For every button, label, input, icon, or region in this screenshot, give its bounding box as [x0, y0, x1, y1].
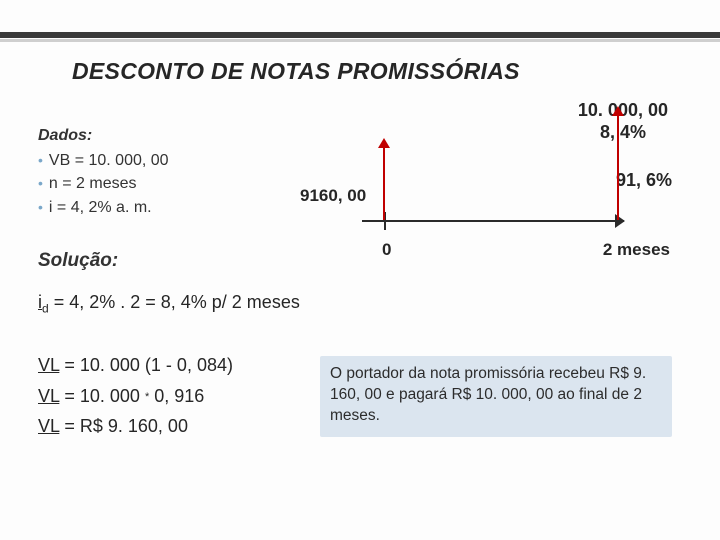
arrow-up-icon — [382, 138, 386, 220]
vl-txt: 0, 916 — [149, 386, 204, 406]
vl-line: VL = 10. 000 (1 - 0, 084) — [38, 350, 233, 381]
vl-txt: = 10. 000 (1 - 0, 084) — [59, 355, 233, 375]
vl-u: VL — [38, 386, 59, 406]
left-arrow-label: 9160, 00 — [300, 186, 366, 206]
vl-line: VL = R$ 9. 160, 00 — [38, 411, 233, 442]
axis-line — [362, 220, 624, 222]
vl-calculation: VL = 10. 000 (1 - 0, 084) VL = 10. 000 *… — [38, 350, 233, 442]
dados-item: • i = 4, 2% a. m. — [38, 196, 169, 219]
discount-percent: 8, 4% — [578, 122, 668, 144]
remain-percent: 91, 6% — [616, 170, 672, 191]
vl-u: VL — [38, 355, 59, 375]
equation-id: id = 4, 2% . 2 = 8, 4% p/ 2 meses — [38, 292, 300, 316]
vl-txt: = R$ 9. 160, 00 — [59, 416, 188, 436]
timeline-diagram: 9160, 00 — [292, 150, 624, 260]
dados-heading: Dados: — [38, 124, 169, 147]
arrow-up-icon — [616, 106, 620, 220]
header-bar — [0, 32, 720, 38]
axis-end-label: 2 meses — [603, 240, 670, 260]
bullet-icon: • — [38, 152, 43, 168]
vl-u: VL — [38, 416, 59, 436]
solution-heading: Solução: — [38, 250, 118, 272]
dados-text: VB = 10. 000, 00 — [49, 152, 169, 169]
dados-item: • VB = 10. 000, 00 — [38, 149, 169, 172]
bullet-icon: • — [38, 175, 43, 191]
dados-text: n = 2 meses — [49, 175, 137, 192]
dados-text: i = 4, 2% a. m. — [49, 199, 152, 216]
dados-item: • n = 2 meses — [38, 172, 169, 195]
vl-txt: = 10. 000 — [59, 386, 145, 406]
eq-rest: = 4, 2% . 2 = 8, 4% p/ 2 meses — [49, 292, 300, 312]
bullet-icon: • — [38, 199, 43, 215]
slide-title: DESCONTO DE NOTAS PROMISSÓRIAS — [72, 58, 520, 85]
dados-block: Dados: • VB = 10. 000, 00 • n = 2 meses • i… — [38, 124, 169, 219]
conclusion-note: O portador da nota promissória recebeu R… — [320, 356, 672, 437]
eq-sub: d — [42, 302, 49, 316]
axis-zero-label: 0 — [382, 240, 391, 260]
vl-line: VL = 10. 000 * 0, 916 — [38, 381, 233, 412]
